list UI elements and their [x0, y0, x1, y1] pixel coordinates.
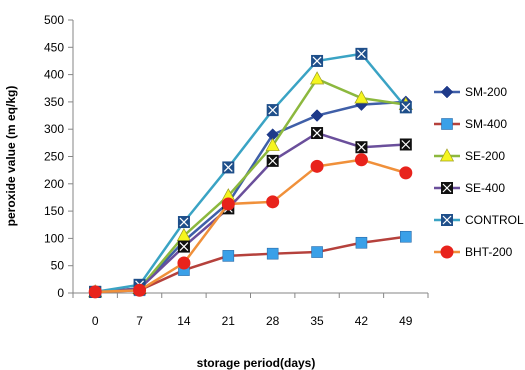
data-point	[267, 248, 278, 259]
y-tick-label: 450	[44, 40, 64, 54]
series-layer	[89, 48, 413, 298]
x-tick-label: 14	[177, 314, 191, 328]
data-point	[400, 102, 411, 113]
legend-label: SE-200	[465, 149, 505, 163]
x-tick-label: 0	[92, 314, 99, 328]
data-point	[267, 196, 279, 208]
data-point	[312, 247, 323, 258]
y-tick-label: 300	[44, 122, 64, 136]
data-point	[178, 241, 189, 252]
x-tick-label: 49	[399, 314, 413, 328]
data-point	[178, 217, 189, 228]
data-point	[400, 139, 411, 150]
data-point	[178, 257, 190, 269]
legend-item: SM-200	[434, 85, 507, 99]
legend-marker	[442, 183, 453, 194]
x-tick-label: 35	[310, 314, 324, 328]
data-point	[89, 286, 101, 298]
legend-label: SM-400	[465, 117, 507, 131]
y-tick-label: 150	[44, 204, 64, 218]
data-point	[311, 110, 323, 122]
x-axis-label: storage period(days)	[197, 356, 316, 370]
y-tick-label: 250	[44, 150, 64, 164]
data-point	[222, 198, 234, 210]
data-point	[356, 48, 367, 59]
legend-marker	[442, 119, 453, 130]
x-tick-label: 42	[355, 314, 369, 328]
data-point	[356, 142, 367, 153]
series-line	[95, 102, 406, 292]
y-ticks: 0 50 100 150 200 250 300 350 400 450 500	[44, 13, 73, 300]
series-control	[90, 48, 412, 297]
data-point	[223, 250, 234, 261]
legend: SM-200 SM-400 SE-200 SE-400 CONTROL BHT-200	[434, 85, 524, 259]
y-tick-label: 0	[57, 286, 64, 300]
x-ticks: 0 7 14 21 28 35 42 49	[73, 293, 428, 328]
legend-item: SE-200	[434, 149, 505, 163]
legend-label: SE-400	[465, 181, 505, 195]
legend-item: CONTROL	[434, 213, 524, 227]
series-sm-200	[89, 96, 412, 298]
legend-marker	[441, 246, 453, 258]
data-point	[312, 55, 323, 66]
y-tick-label: 500	[44, 13, 64, 27]
legend-label: SM-200	[465, 85, 507, 99]
series-line	[95, 160, 406, 292]
data-point	[311, 160, 323, 172]
y-tick-label: 350	[44, 95, 64, 109]
axes	[73, 20, 428, 293]
legend-item: SM-400	[434, 117, 507, 131]
legend-label: CONTROL	[465, 213, 524, 227]
y-tick-label: 200	[44, 177, 64, 191]
data-point	[400, 231, 411, 242]
y-tick-label: 100	[44, 231, 64, 245]
legend-marker	[441, 86, 453, 98]
series-bht-200	[89, 154, 412, 298]
data-point	[311, 72, 324, 84]
series-line	[95, 54, 406, 292]
y-tick-label: 50	[51, 259, 65, 273]
legend-item: SE-400	[434, 181, 505, 195]
data-point	[312, 128, 323, 139]
data-point	[267, 155, 278, 166]
data-point	[267, 105, 278, 116]
data-point	[400, 167, 412, 179]
legend-marker	[442, 215, 453, 226]
data-point	[134, 284, 146, 296]
series-se-400	[90, 128, 412, 298]
legend-item: BHT-200	[434, 245, 513, 259]
y-tick-label: 400	[44, 68, 64, 82]
x-tick-label: 28	[266, 314, 280, 328]
data-point	[223, 162, 234, 173]
legend-label: BHT-200	[465, 245, 513, 259]
x-tick-label: 21	[222, 314, 236, 328]
y-axis-label: peroxide value (m eq/kg)	[4, 86, 18, 227]
data-point	[356, 237, 367, 248]
x-tick-label: 7	[136, 314, 143, 328]
data-point	[355, 154, 367, 166]
